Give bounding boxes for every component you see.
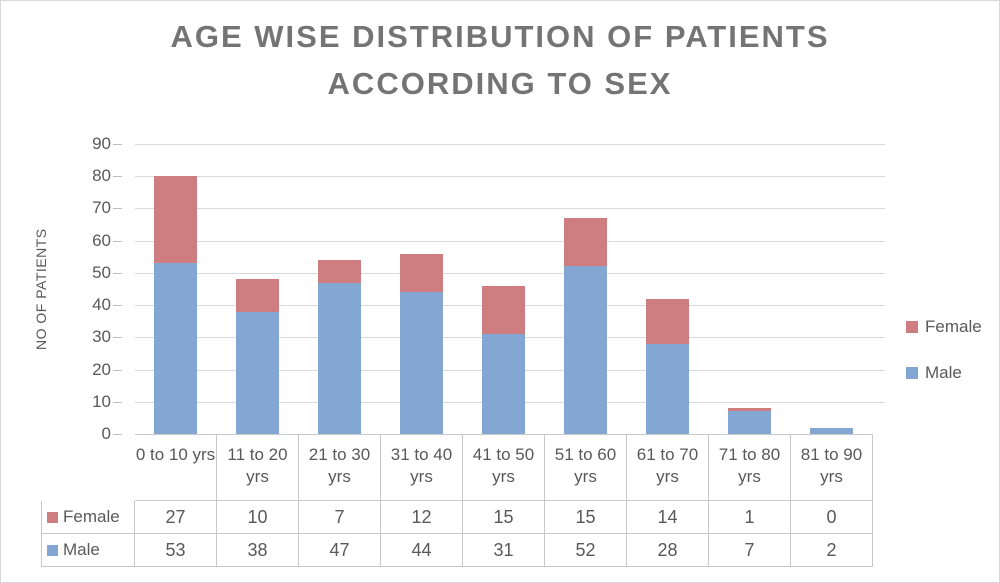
y-axis-tick-label-10: 10 — [92, 391, 111, 411]
table-value-male-8: 2 — [791, 534, 873, 567]
gridline-50 — [135, 272, 885, 274]
y-axis-tick-mark-20 — [113, 369, 122, 371]
x-axis-category-label-5: 51 to 60 yrs — [545, 434, 627, 501]
y-axis-tick-label-50: 50 — [92, 262, 111, 282]
y-axis-tick-mark-70 — [113, 208, 122, 210]
table-corner-cell — [41, 434, 135, 501]
y-axis-tick-mark-40 — [113, 305, 122, 307]
y-axis-tick-label-30: 30 — [92, 327, 111, 347]
plot-area — [113, 144, 885, 435]
bar-segment-female-2 — [318, 260, 361, 283]
gridline-80 — [135, 176, 885, 178]
y-axis-tick-label-90: 90 — [92, 134, 111, 153]
bar-segment-female-0 — [154, 176, 197, 264]
table-row-header-male: Male — [41, 534, 135, 567]
y-axis-tick-label-70: 70 — [92, 198, 111, 218]
bar-segment-male-6 — [646, 343, 689, 434]
y-axis-tick-mark-50 — [113, 272, 122, 274]
y-axis-tick-label-40: 40 — [92, 295, 111, 315]
table-value-female-5: 15 — [545, 501, 627, 534]
bar-segment-female-6 — [646, 298, 689, 344]
table-value-male-5: 52 — [545, 534, 627, 567]
table-swatch-male — [47, 544, 58, 556]
legend-label-male: Male — [925, 363, 962, 382]
bar-segment-female-4 — [482, 285, 525, 335]
legend: Female Male — [906, 317, 982, 383]
table-value-female-0: 27 — [135, 501, 217, 534]
table-row-label-female: Female — [63, 507, 120, 526]
bar-segment-female-1 — [236, 279, 279, 312]
table-value-female-7: 1 — [709, 501, 791, 534]
y-axis-tick-label-0: 0 — [101, 424, 111, 443]
bar-segment-male-7 — [728, 411, 771, 434]
chart-title-line-1: AGE WISE DISTRIBUTION OF PATIENTS — [170, 19, 830, 54]
y-axis-tick-mark-30 — [113, 337, 122, 339]
table-value-male-6: 28 — [627, 534, 709, 567]
y-axis-tick-mark-60 — [113, 240, 122, 242]
y-axis-tick-mark-10 — [113, 401, 122, 403]
bar-segment-male-4 — [482, 334, 525, 434]
y-axis-tick-label-20: 20 — [92, 359, 111, 379]
legend-label-female: Female — [925, 317, 982, 336]
x-axis-category-label-6: 61 to 70 yrs — [627, 434, 709, 501]
y-axis-tick-label-60: 60 — [92, 230, 111, 250]
bar-segment-male-8 — [810, 427, 853, 434]
table-value-female-1: 10 — [217, 501, 299, 534]
x-axis-category-label-2: 21 to 30 yrs — [299, 434, 381, 501]
table-value-male-3: 44 — [381, 534, 463, 567]
table-value-male-0: 53 — [135, 534, 217, 567]
table-value-female-4: 15 — [463, 501, 545, 534]
gridline-90 — [135, 144, 885, 145]
x-axis-category-label-3: 31 to 40 yrs — [381, 434, 463, 501]
x-axis-category-label-4: 41 to 50 yrs — [463, 434, 545, 501]
bar-segment-female-7 — [728, 408, 771, 412]
legend-swatch-female — [906, 321, 918, 333]
table-value-female-6: 14 — [627, 501, 709, 534]
bar-segment-male-0 — [154, 263, 197, 434]
data-table: 0 to 10 yrs 11 to 20 yrs 21 to 30 yrs 31 to… — [41, 434, 873, 567]
table-swatch-female — [47, 511, 58, 523]
table-value-male-1: 38 — [217, 534, 299, 567]
bar-segment-male-5 — [564, 266, 607, 434]
legend-item-male: Male — [906, 363, 982, 383]
x-axis-category-label-0: 0 to 10 yrs — [135, 434, 217, 501]
table-value-female-3: 12 — [381, 501, 463, 534]
table-value-male-4: 31 — [463, 534, 545, 567]
y-axis-tick-mark-0 — [113, 434, 122, 435]
chart-title: AGE WISE DISTRIBUTION OF PATIENTS ACCORD… — [1, 13, 999, 107]
y-axis-title: NO OF PATIENTS — [33, 228, 49, 350]
chart-title-line-2: ACCORDING TO SEX — [327, 66, 673, 101]
y-axis-tick-labels: 90 80 70 60 50 40 30 20 10 0 — [71, 134, 111, 443]
table-row-label-male: Male — [63, 540, 100, 559]
bar-segment-male-2 — [318, 282, 361, 434]
y-axis-tick-mark-90 — [113, 144, 122, 145]
bar-segment-female-3 — [400, 253, 443, 293]
table-value-male-2: 47 — [299, 534, 381, 567]
x-axis-category-label-1: 11 to 20 yrs — [217, 434, 299, 501]
y-axis-tick-label-80: 80 — [92, 166, 111, 186]
gridline-70 — [135, 208, 885, 210]
bar-segment-male-3 — [400, 292, 443, 434]
table-value-male-7: 7 — [709, 534, 791, 567]
x-axis-category-label-7: 71 to 80 yrs — [709, 434, 791, 501]
table-row-header-female: Female — [41, 501, 135, 534]
bar-segment-female-5 — [564, 218, 607, 267]
table-value-female-8: 0 — [791, 501, 873, 534]
legend-swatch-male — [906, 367, 918, 379]
bar-segment-male-1 — [236, 311, 279, 434]
legend-item-female: Female — [906, 317, 982, 337]
x-axis-category-label-8: 81 to 90 yrs — [791, 434, 873, 501]
gridline-60 — [135, 240, 885, 242]
y-axis-tick-mark-80 — [113, 176, 122, 178]
table-value-female-2: 7 — [299, 501, 381, 534]
